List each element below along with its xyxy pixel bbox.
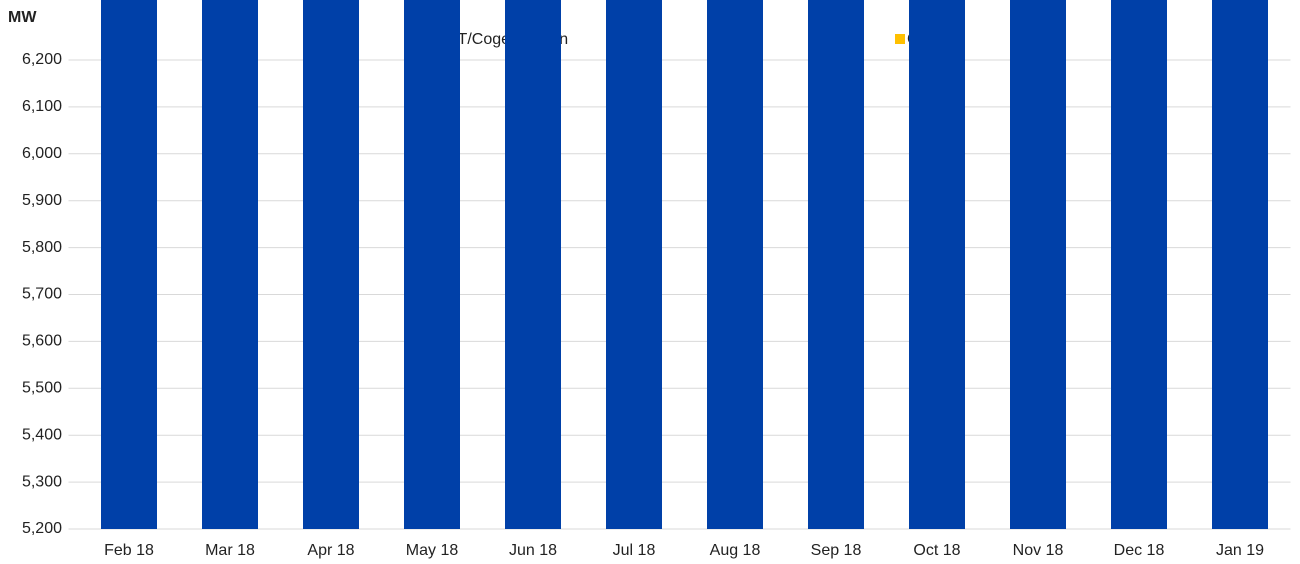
y-tick-label: 5,500 bbox=[22, 380, 62, 397]
y-tick-label: 5,600 bbox=[22, 333, 62, 350]
bar-segment bbox=[808, 0, 864, 529]
bar-segment bbox=[1010, 0, 1066, 529]
y-tick-label: 5,200 bbox=[22, 520, 62, 537]
x-tick-label: Jun 18 bbox=[509, 542, 557, 559]
y-tick-label: 5,900 bbox=[22, 192, 62, 209]
x-tick-label: Mar 18 bbox=[205, 542, 255, 559]
bar-segment bbox=[606, 0, 662, 529]
bar-segment bbox=[404, 0, 460, 529]
x-tick-label: Sep 18 bbox=[811, 542, 862, 559]
y-tick-label: 5,300 bbox=[22, 473, 62, 490]
legend-swatch bbox=[895, 34, 905, 44]
x-tick-label: Dec 18 bbox=[1114, 542, 1165, 559]
y-tick-label: 5,700 bbox=[22, 286, 62, 303]
x-tick-label: Jan 19 bbox=[1216, 542, 1264, 559]
x-tick-label: Oct 18 bbox=[913, 542, 960, 559]
y-tick-label: 5,400 bbox=[22, 426, 62, 443]
bar-segment bbox=[1212, 0, 1268, 529]
x-tick-label: May 18 bbox=[406, 542, 459, 559]
y-tick-label: 5,800 bbox=[22, 239, 62, 256]
x-tick-label: Jul 18 bbox=[613, 542, 656, 559]
y-axis-label: MW bbox=[8, 9, 37, 26]
bar-segment bbox=[101, 0, 157, 529]
x-tick-label: Feb 18 bbox=[104, 542, 154, 559]
y-tick-label: 6,200 bbox=[22, 51, 62, 68]
bar-segment bbox=[505, 0, 561, 529]
x-tick-label: Nov 18 bbox=[1013, 542, 1064, 559]
bar-segment bbox=[909, 0, 965, 529]
bar-segment bbox=[1111, 0, 1167, 529]
bar-segment bbox=[303, 0, 359, 529]
y-tick-label: 6,100 bbox=[22, 98, 62, 115]
x-tick-label: Aug 18 bbox=[710, 542, 761, 559]
x-tick-label: Apr 18 bbox=[307, 542, 354, 559]
y-tick-label: 6,000 bbox=[22, 145, 62, 162]
bar-segment bbox=[202, 0, 258, 529]
bar-segment bbox=[707, 0, 763, 529]
